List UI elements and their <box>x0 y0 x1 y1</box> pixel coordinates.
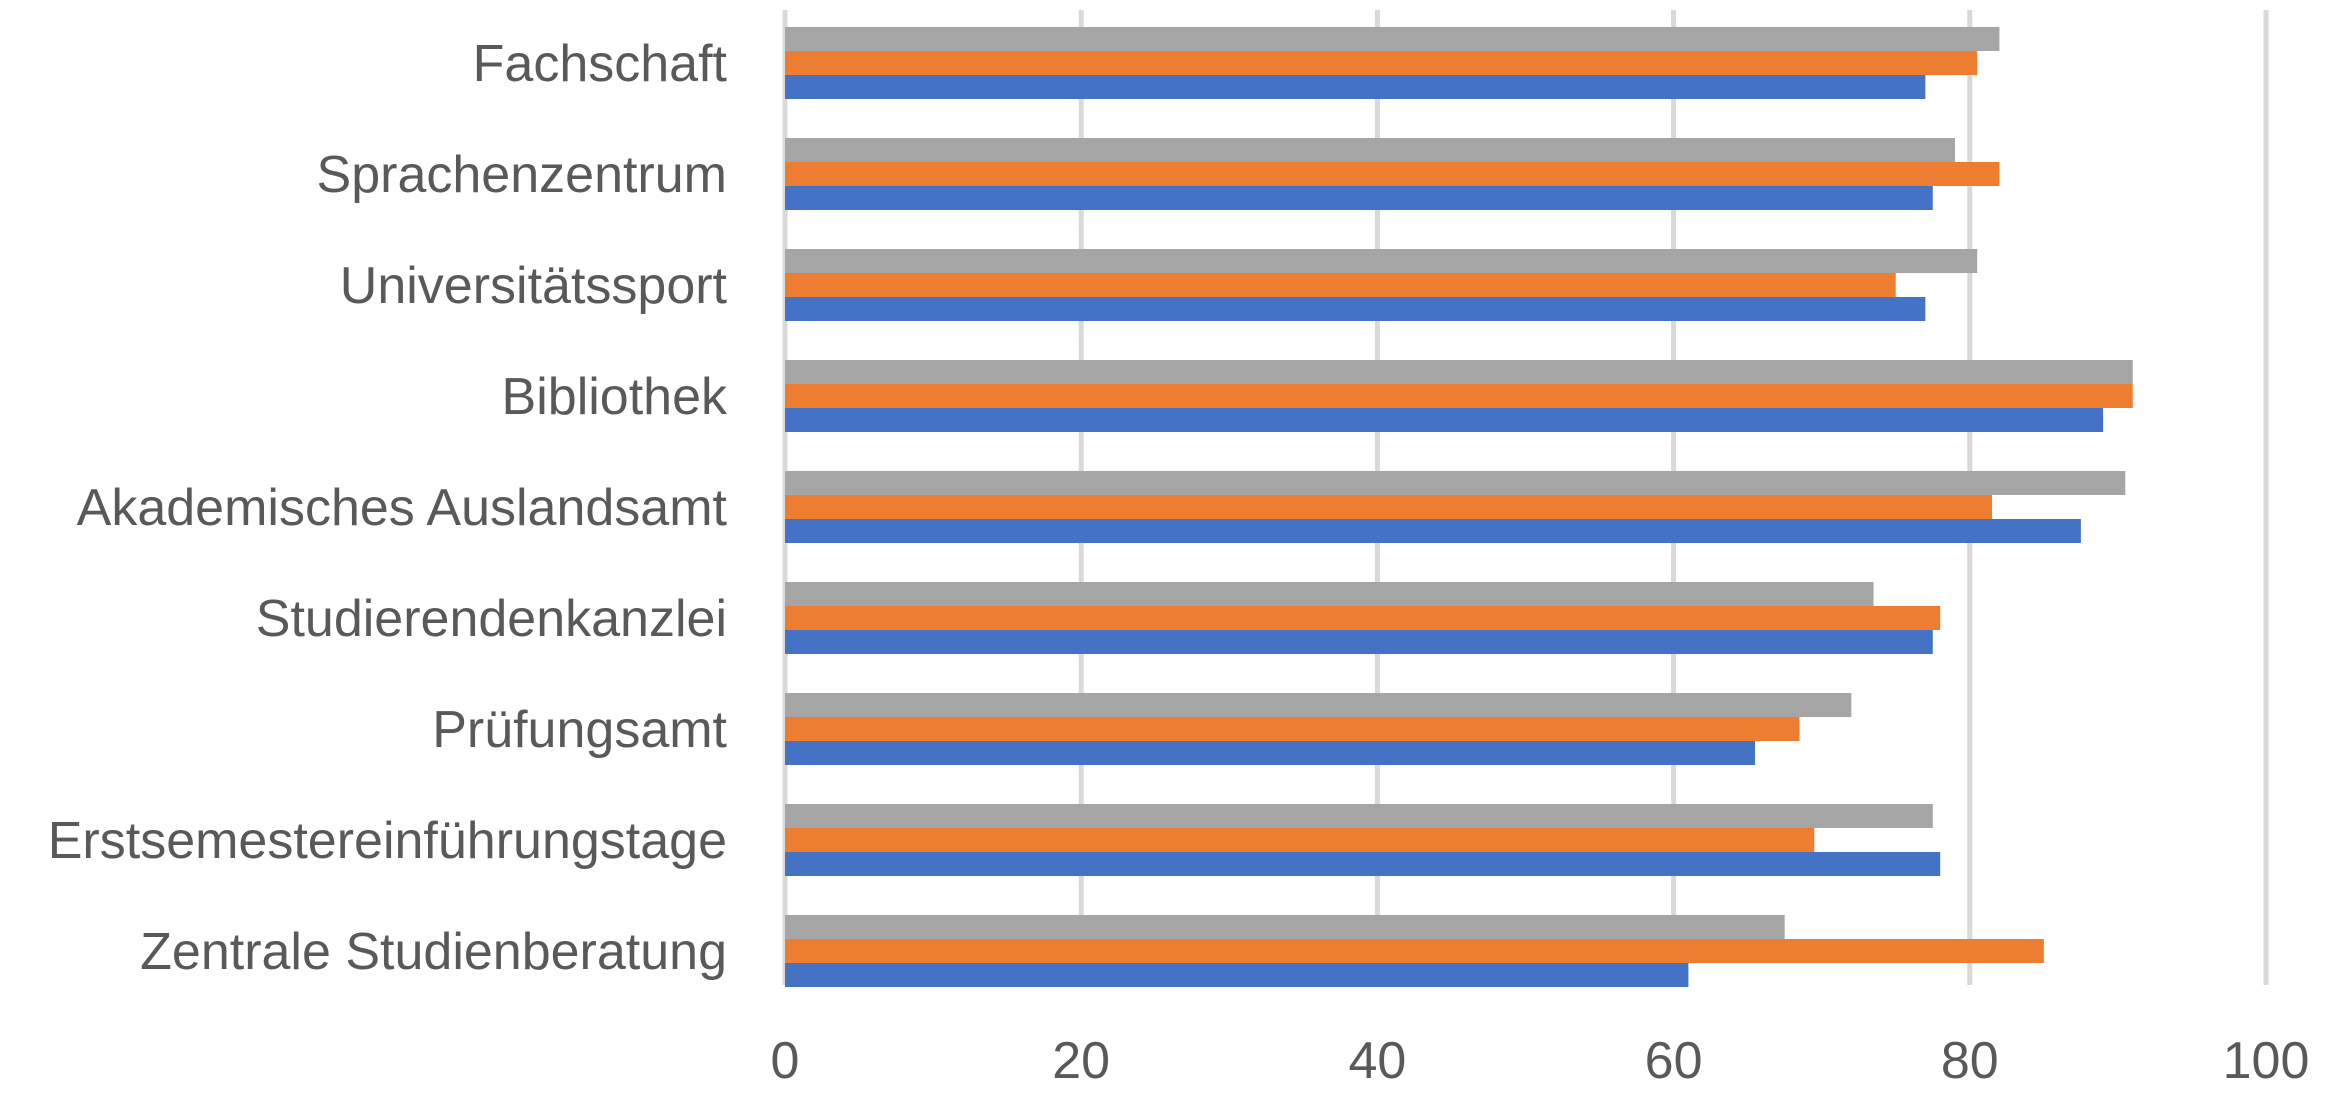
bar <box>785 693 1852 717</box>
category-label: Bibliothek <box>502 368 728 426</box>
bar <box>785 471 2126 495</box>
bar <box>785 297 1926 321</box>
bar <box>785 249 1978 273</box>
bar <box>785 915 1785 939</box>
category-label: Erstsemestereinführungstage <box>48 812 727 870</box>
category-labels: Fachschaft Sprachenzentrum Universitätsspo… <box>48 35 728 981</box>
category-label: Studierendenkanzlei <box>256 590 727 648</box>
category-label: Sprachenzentrum <box>317 146 727 204</box>
bar <box>785 804 1933 828</box>
bar <box>785 963 1689 987</box>
bar <box>785 162 2000 186</box>
x-tick-label: 0 <box>771 1032 800 1090</box>
x-tick-labels: 0 20 40 60 80 100 <box>771 1032 2310 1090</box>
bar <box>785 717 1800 741</box>
category-label: Universitätssport <box>340 257 728 315</box>
category-label: Prüfungsamt <box>432 701 727 759</box>
bar <box>785 273 1896 297</box>
bar <box>785 495 1993 519</box>
bar <box>785 582 1874 606</box>
bar <box>785 75 1926 99</box>
bar <box>785 186 1933 210</box>
bar <box>785 27 2000 51</box>
bar <box>785 384 2133 408</box>
bar <box>785 828 1815 852</box>
bars <box>785 27 2133 987</box>
bar <box>785 360 2133 384</box>
bar <box>785 741 1756 765</box>
bar <box>785 51 1978 75</box>
bar <box>785 939 2044 963</box>
bar <box>785 630 1933 654</box>
bar <box>785 138 1955 162</box>
x-tick-label: 100 <box>2223 1032 2310 1090</box>
x-tick-label: 80 <box>1941 1032 1999 1090</box>
bar <box>785 606 1941 630</box>
x-tick-label: 60 <box>1645 1032 1703 1090</box>
category-label: Fachschaft <box>473 35 728 93</box>
x-tick-label: 20 <box>1052 1032 1110 1090</box>
bar <box>785 519 2081 543</box>
bar <box>785 852 1941 876</box>
bar <box>785 408 2104 432</box>
category-label: Zentrale Studienberatung <box>140 923 727 981</box>
category-label: Akademisches Auslandsamt <box>77 479 728 537</box>
x-tick-label: 40 <box>1348 1032 1406 1090</box>
